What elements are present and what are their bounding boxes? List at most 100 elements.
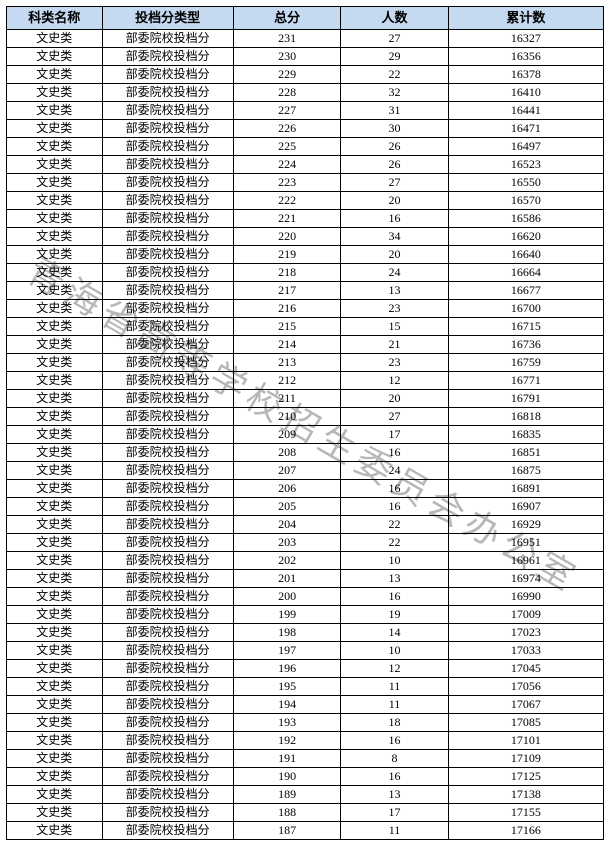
cell-score: 190 — [233, 768, 340, 786]
table-row: 文史类部委院校投档分1941117067 — [7, 696, 604, 714]
cell-count: 19 — [341, 606, 448, 624]
cell-cum: 17045 — [448, 660, 603, 678]
table-row: 文史类部委院校投档分2302916356 — [7, 48, 604, 66]
cell-type: 部委院校投档分 — [102, 804, 233, 822]
table-row: 文史类部委院校投档分2252616497 — [7, 138, 604, 156]
cell-count: 26 — [341, 138, 448, 156]
cell-type: 部委院校投档分 — [102, 318, 233, 336]
cell-subject: 文史类 — [7, 444, 103, 462]
table-row: 文史类部委院校投档分1881717155 — [7, 804, 604, 822]
cell-type: 部委院校投档分 — [102, 300, 233, 318]
cell-type: 部委院校投档分 — [102, 48, 233, 66]
cell-cum: 16664 — [448, 264, 603, 282]
cell-count: 16 — [341, 210, 448, 228]
cell-type: 部委院校投档分 — [102, 642, 233, 660]
cell-cum: 17166 — [448, 822, 603, 840]
cell-cum: 16851 — [448, 444, 603, 462]
cell-count: 31 — [341, 102, 448, 120]
cell-score: 230 — [233, 48, 340, 66]
cell-count: 16 — [341, 480, 448, 498]
cell-count: 12 — [341, 660, 448, 678]
cell-subject: 文史类 — [7, 246, 103, 264]
cell-cum: 16736 — [448, 336, 603, 354]
cell-cum: 17109 — [448, 750, 603, 768]
cell-score: 227 — [233, 102, 340, 120]
cell-count: 12 — [341, 372, 448, 390]
cell-cum: 16410 — [448, 84, 603, 102]
cell-type: 部委院校投档分 — [102, 480, 233, 498]
cell-cum: 16771 — [448, 372, 603, 390]
cell-count: 22 — [341, 534, 448, 552]
cell-score: 196 — [233, 660, 340, 678]
table-row: 文史类部委院校投档分2001616990 — [7, 588, 604, 606]
table-row: 文史类部委院校投档分191817109 — [7, 750, 604, 768]
table-row: 文史类部委院校投档分2192016640 — [7, 246, 604, 264]
cell-count: 27 — [341, 174, 448, 192]
table-row: 文史类部委院校投档分2011316974 — [7, 570, 604, 588]
cell-count: 8 — [341, 750, 448, 768]
cell-subject: 文史类 — [7, 696, 103, 714]
cell-type: 部委院校投档分 — [102, 552, 233, 570]
cell-count: 23 — [341, 354, 448, 372]
cell-subject: 文史类 — [7, 480, 103, 498]
cell-type: 部委院校投档分 — [102, 426, 233, 444]
cell-cum: 16523 — [448, 156, 603, 174]
cell-score: 191 — [233, 750, 340, 768]
table-row: 文史类部委院校投档分2132316759 — [7, 354, 604, 372]
cell-type: 部委院校投档分 — [102, 228, 233, 246]
cell-type: 部委院校投档分 — [102, 246, 233, 264]
cell-count: 14 — [341, 624, 448, 642]
cell-cum: 16497 — [448, 138, 603, 156]
cell-type: 部委院校投档分 — [102, 714, 233, 732]
score-table: 科类名称 投档分类型 总分 人数 累计数 文史类部委院校投档分231271632… — [6, 6, 604, 840]
table-row: 文史类部委院校投档分2142116736 — [7, 336, 604, 354]
table-row: 文史类部委院校投档分2273116441 — [7, 102, 604, 120]
cell-subject: 文史类 — [7, 30, 103, 48]
table-row: 文史类部委院校投档分2292216378 — [7, 66, 604, 84]
cell-count: 11 — [341, 822, 448, 840]
cell-type: 部委院校投档分 — [102, 264, 233, 282]
cell-type: 部委院校投档分 — [102, 372, 233, 390]
table-row: 文史类部委院校投档分1951117056 — [7, 678, 604, 696]
cell-cum: 16990 — [448, 588, 603, 606]
cell-cum: 17125 — [448, 768, 603, 786]
cell-subject: 文史类 — [7, 228, 103, 246]
cell-count: 17 — [341, 426, 448, 444]
cell-score: 222 — [233, 192, 340, 210]
header-type: 投档分类型 — [102, 7, 233, 30]
cell-subject: 文史类 — [7, 660, 103, 678]
cell-subject: 文史类 — [7, 264, 103, 282]
cell-cum: 16677 — [448, 282, 603, 300]
table-row: 文史类部委院校投档分2112016791 — [7, 390, 604, 408]
cell-cum: 17085 — [448, 714, 603, 732]
cell-score: 221 — [233, 210, 340, 228]
cell-subject: 文史类 — [7, 408, 103, 426]
cell-score: 203 — [233, 534, 340, 552]
cell-type: 部委院校投档分 — [102, 192, 233, 210]
cell-subject: 文史类 — [7, 786, 103, 804]
cell-subject: 文史类 — [7, 102, 103, 120]
cell-cum: 16835 — [448, 426, 603, 444]
cell-count: 16 — [341, 498, 448, 516]
cell-count: 16 — [341, 588, 448, 606]
cell-count: 27 — [341, 30, 448, 48]
cell-cum: 16961 — [448, 552, 603, 570]
table-row: 文史类部委院校投档分2232716550 — [7, 174, 604, 192]
table-row: 文史类部委院校投档分1961217045 — [7, 660, 604, 678]
cell-score: 207 — [233, 462, 340, 480]
table-row: 文史类部委院校投档分2042216929 — [7, 516, 604, 534]
table-row: 文史类部委院校投档分1981417023 — [7, 624, 604, 642]
cell-score: 214 — [233, 336, 340, 354]
cell-type: 部委院校投档分 — [102, 660, 233, 678]
cell-type: 部委院校投档分 — [102, 588, 233, 606]
cell-count: 15 — [341, 318, 448, 336]
cell-score: 217 — [233, 282, 340, 300]
table-row: 文史类部委院校投档分1921617101 — [7, 732, 604, 750]
header-subject: 科类名称 — [7, 7, 103, 30]
cell-type: 部委院校投档分 — [102, 750, 233, 768]
header-score: 总分 — [233, 7, 340, 30]
cell-type: 部委院校投档分 — [102, 534, 233, 552]
cell-score: 212 — [233, 372, 340, 390]
table-row: 文史类部委院校投档分2222016570 — [7, 192, 604, 210]
table-row: 文史类部委院校投档分2081616851 — [7, 444, 604, 462]
